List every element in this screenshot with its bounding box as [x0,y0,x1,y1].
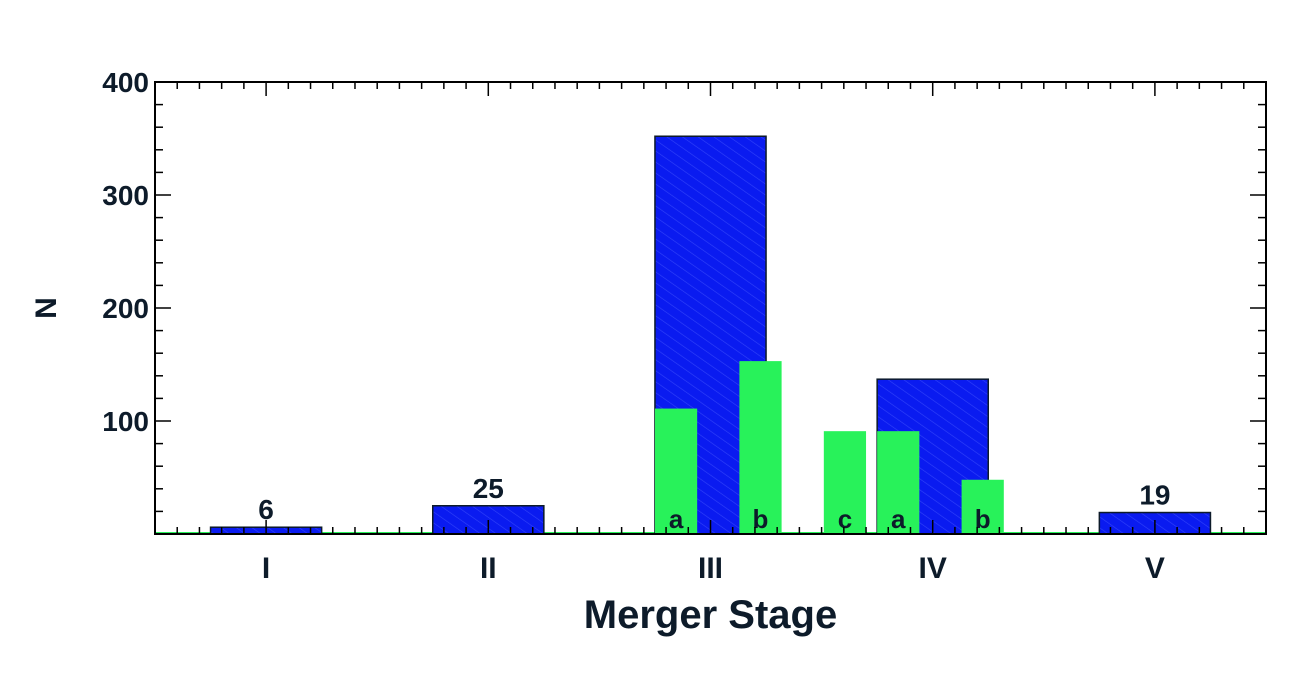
y-axis-title: N [30,297,63,319]
substage-bar-III-a [654,408,698,534]
x-tick-label-V: V [1145,552,1165,585]
y-tick-label-400: 400 [102,67,149,98]
substage-label-III-c: c [838,504,852,534]
x-tick-label-III: III [698,552,723,585]
substage-label-IV-a: a [891,504,906,534]
substage-bar-III-c [823,431,867,534]
x-tick-label-I: I [262,552,270,585]
substage-label-III-b: b [753,504,769,534]
substage-bar-IV-a [877,431,920,534]
bar-value-label-II: 25 [473,473,504,504]
y-tick-label-100: 100 [102,406,149,437]
x-axis-title: Merger Stage [584,593,837,637]
substage-label-III-a: a [669,504,684,534]
x-tick-label-II: II [480,552,497,585]
x-tick-label-IV: IV [919,552,947,585]
y-tick-label-300: 300 [102,180,149,211]
bar-value-label-I: 6 [258,494,274,525]
bar-value-label-V: 19 [1139,480,1170,511]
substage-label-IV-b: b [975,504,991,534]
substage-bar-III-b [739,361,782,534]
substage-bar-IV-b [961,479,1004,534]
y-tick-label-200: 200 [102,293,149,324]
